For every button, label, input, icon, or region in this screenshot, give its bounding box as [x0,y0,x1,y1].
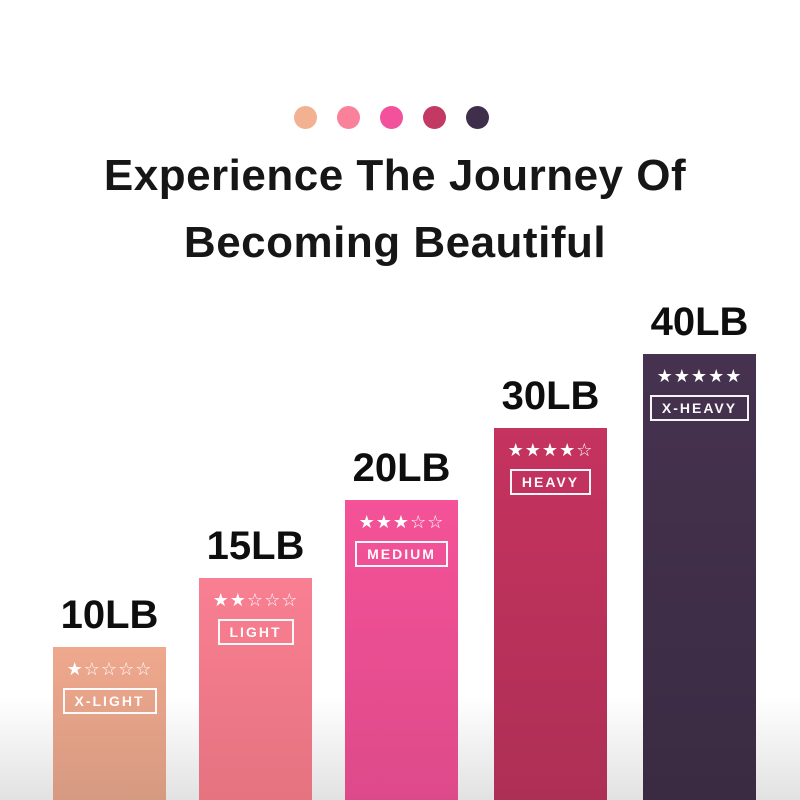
star-rating: ★★☆☆☆ [212,590,299,610]
title-line-2: Becoming Beautiful [183,218,607,267]
level-badge: LIGHT [217,619,294,645]
weight-label: 40LB [650,300,749,344]
bar-group-20lb: 20LB ★★★☆☆ MEDIUM [345,446,458,800]
x-heavy-dot-icon [465,106,489,129]
bar-group-40lb: 40LB ★★★★★ X-HEAVY [643,300,756,800]
page-title: Experience The Journey Of Becoming Beaut… [0,142,790,276]
palette-dots [0,106,782,129]
weight-label: 30LB [501,374,600,418]
light-dot-icon [336,106,360,129]
title-line-1: Experience The Journey Of [103,151,687,200]
bar-15lb: ★★☆☆☆ LIGHT [199,578,312,800]
weight-label: 10LB [60,593,159,637]
bar-group-15lb: 15LB ★★☆☆☆ LIGHT [199,524,312,800]
heavy-dot-icon [422,106,446,129]
bar-group-10lb: 10LB ★☆☆☆☆ X-LIGHT [53,593,166,800]
star-rating: ★☆☆☆☆ [66,659,153,679]
bar-20lb: ★★★☆☆ MEDIUM [345,500,458,800]
weight-label: 15LB [206,524,305,568]
level-badge: MEDIUM [355,541,448,567]
bar-10lb: ★☆☆☆☆ X-LIGHT [53,647,166,800]
x-light-dot-icon [293,106,317,129]
star-rating: ★★★★☆ [507,440,594,460]
bar-group-30lb: 30LB ★★★★☆ HEAVY [494,374,607,800]
medium-dot-icon [379,106,403,129]
bar-40lb: ★★★★★ X-HEAVY [643,354,756,800]
level-badge: X-HEAVY [649,395,750,421]
star-rating: ★★★☆☆ [358,512,445,532]
level-badge: X-LIGHT [62,688,157,714]
star-rating: ★★★★★ [656,366,743,386]
level-badge: HEAVY [509,469,592,495]
bar-30lb: ★★★★☆ HEAVY [494,428,607,800]
weight-label: 20LB [352,446,451,490]
